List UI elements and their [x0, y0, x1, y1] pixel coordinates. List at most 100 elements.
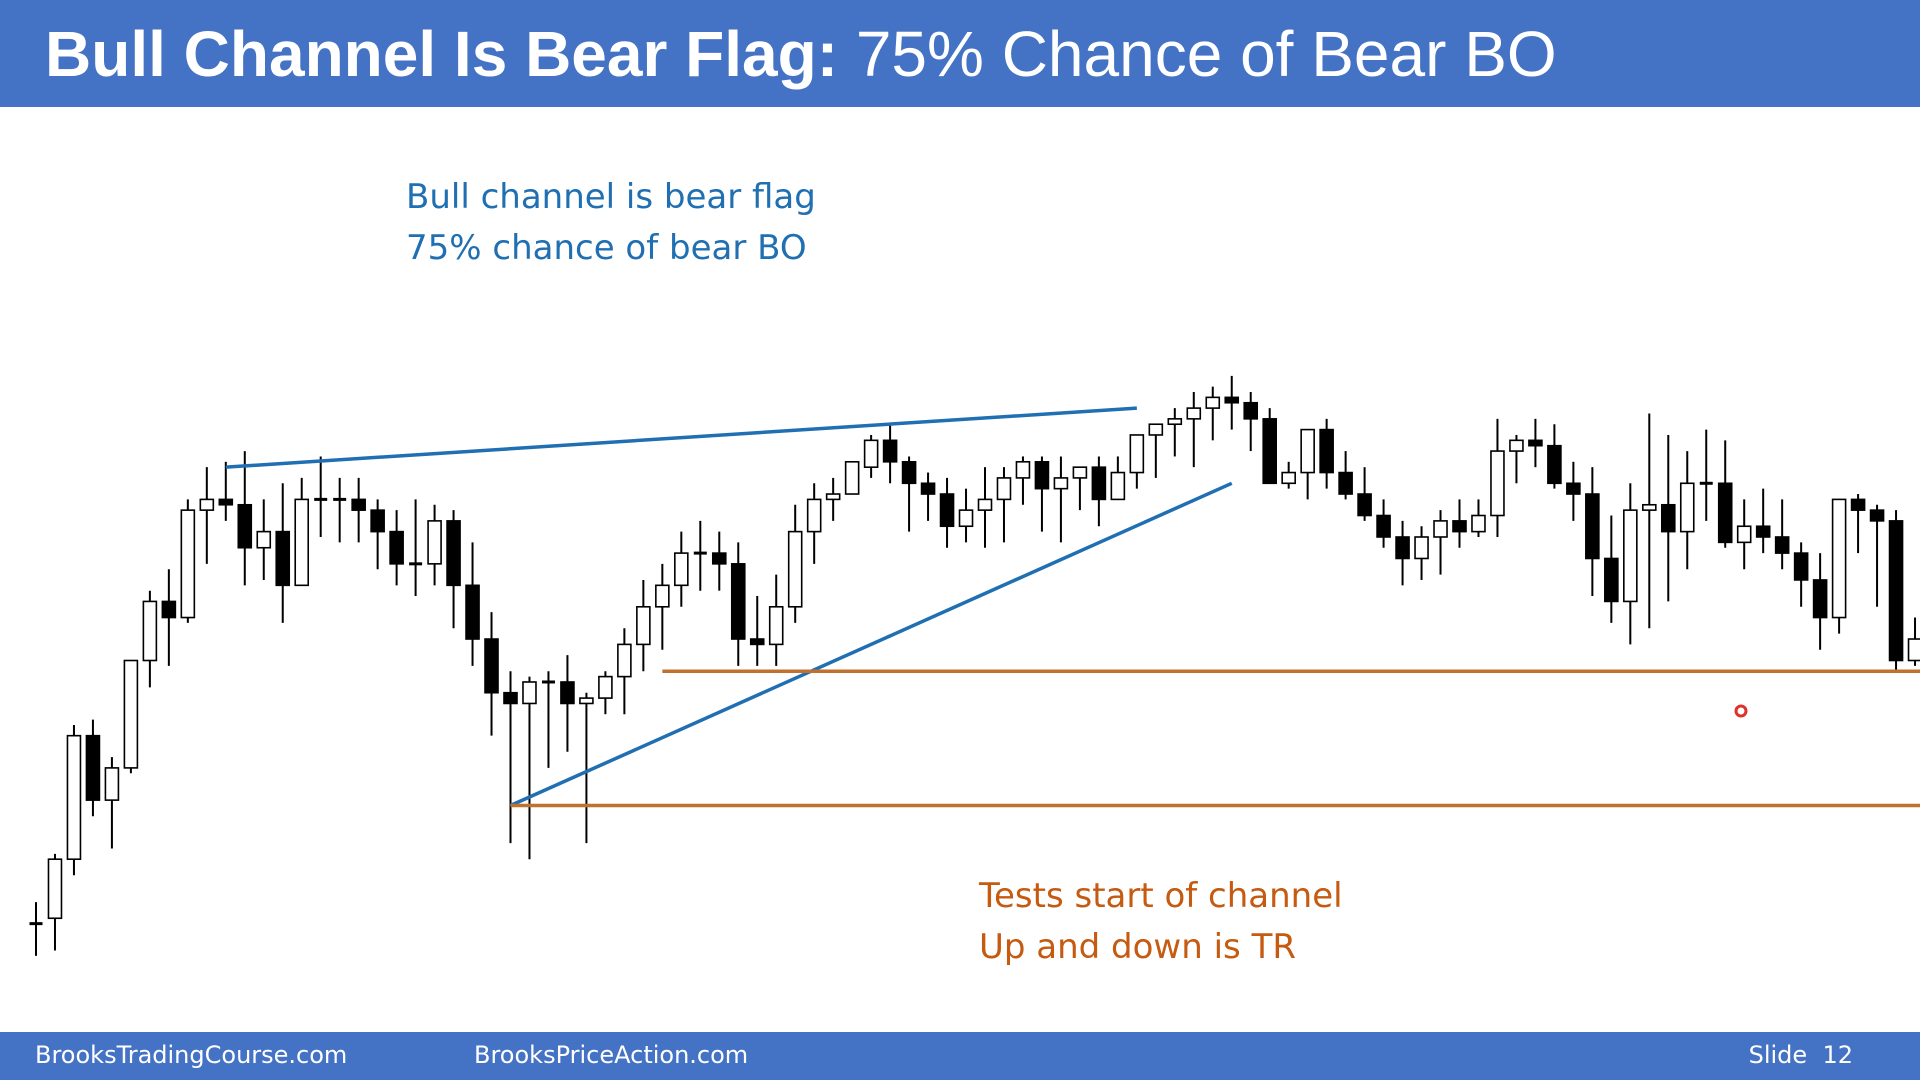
- candle: [711, 531, 727, 591]
- candle: [1566, 461, 1581, 521]
- candle-body-bull: [1148, 423, 1164, 436]
- candle: [863, 434, 879, 478]
- candle: [484, 612, 499, 736]
- candle-body-bull: [1300, 428, 1315, 474]
- candle-body-bear: [939, 493, 955, 528]
- candle: [180, 499, 196, 623]
- candle: [1376, 499, 1391, 548]
- candle-body-bear: [560, 681, 575, 705]
- candle: [1755, 488, 1771, 554]
- candle: [256, 499, 272, 580]
- candle: [29, 902, 43, 956]
- candle-body-bull: [655, 584, 670, 608]
- candle-body-bear: [1793, 552, 1809, 581]
- candle: [579, 692, 594, 844]
- candle: [237, 451, 253, 586]
- candle: [617, 628, 632, 715]
- candle-body-bull: [66, 734, 82, 860]
- candle-body-bear: [920, 482, 936, 495]
- slide-label: Slide: [1748, 1041, 1808, 1069]
- candle: [541, 671, 555, 768]
- slide-number: Slide 12: [1749, 1041, 1853, 1069]
- candle: [730, 542, 746, 666]
- channel-annotation-line2: 75% chance of bear BO: [406, 228, 807, 268]
- footer-site-left: BrooksTradingCourse.com: [35, 1041, 348, 1069]
- candle: [1850, 494, 1866, 554]
- candle-body-bull: [1281, 471, 1296, 485]
- candle-body-bull: [1642, 503, 1657, 511]
- candle-body-bull: [1072, 466, 1088, 479]
- title-bold: Bull Channel Is Bear Flag:: [45, 18, 839, 90]
- candle: [1129, 434, 1145, 489]
- candle-body-bear: [730, 563, 746, 640]
- candle-body-bear: [1660, 503, 1676, 533]
- title-bar: Bull Channel Is Bear Flag: 75% Chance of…: [0, 0, 1920, 107]
- candlestick-chart: [29, 375, 1920, 956]
- candle: [199, 467, 215, 564]
- candle-body-bull: [1679, 482, 1695, 533]
- candle-body-bear: [1034, 461, 1050, 490]
- candle-body-bear: [1243, 401, 1259, 420]
- candle-body-bull: [674, 552, 689, 587]
- candle-body-bull: [1167, 418, 1183, 426]
- candle-body-bull: [617, 643, 632, 678]
- candle: [1642, 413, 1657, 629]
- candle: [674, 531, 689, 607]
- candle: [1338, 451, 1353, 500]
- candle: [1793, 542, 1809, 607]
- candle-body-bull: [958, 509, 974, 528]
- candle: [123, 659, 139, 774]
- candle: [104, 757, 120, 849]
- candle: [1072, 466, 1088, 511]
- candle-body-bear: [1774, 536, 1790, 554]
- candle-body-bear: [882, 439, 898, 463]
- candle-body-bull: [199, 498, 215, 511]
- candle-body-bear: [275, 530, 291, 587]
- candle-body-bear: [161, 600, 177, 619]
- candle: [1224, 375, 1240, 430]
- candle-body-bear: [1869, 509, 1885, 522]
- candle: [1471, 499, 1486, 537]
- channel-top-trendline: [225, 406, 1137, 469]
- candle: [389, 510, 404, 586]
- candle-body-bear: [1262, 418, 1277, 485]
- channel-annotation: Bull channel is bear flag 75% chance of …: [406, 172, 816, 274]
- candle-body-bull: [844, 461, 860, 495]
- candle-body-bull: [1053, 477, 1069, 490]
- candle-body-bull: [180, 509, 196, 619]
- candle-body-bull: [1736, 525, 1752, 544]
- cursor-dot: [1734, 704, 1748, 718]
- candle: [294, 477, 310, 587]
- candle: [655, 563, 670, 650]
- candle: [1414, 526, 1429, 580]
- candle-body-bull: [1186, 407, 1202, 420]
- candle: [996, 467, 1012, 543]
- candle: [47, 853, 63, 951]
- candle: [1395, 520, 1410, 586]
- candle: [1148, 423, 1164, 478]
- candle-body-bull: [863, 439, 879, 468]
- range-annotation-line2: Up and down is TR: [979, 927, 1296, 967]
- candle-body-bull: [427, 520, 442, 565]
- footer-bar: BrooksTradingCourse.com BrooksPriceActio…: [0, 1032, 1920, 1080]
- candle-body-bear: [1357, 493, 1372, 517]
- candle-body-bear: [711, 552, 727, 565]
- candle-body-bear: [237, 503, 253, 549]
- candle: [446, 510, 461, 629]
- candle: [1034, 456, 1050, 532]
- candle: [920, 472, 936, 521]
- candle-body-bull: [1831, 498, 1847, 619]
- candle: [1319, 418, 1334, 489]
- candle-body-bull: [1623, 509, 1638, 603]
- candle-body-bull: [522, 681, 537, 705]
- candle-body-bull: [636, 605, 651, 646]
- channel-annotation-line1: Bull channel is bear flag: [406, 177, 816, 217]
- candle: [1281, 461, 1296, 489]
- range-annotation-line1: Tests start of channel: [979, 876, 1343, 916]
- candle-body-bear: [446, 520, 461, 587]
- candle: [1812, 553, 1828, 650]
- candle: [1528, 418, 1543, 468]
- candle-body-bear: [1452, 520, 1467, 533]
- range-annotation: Tests start of channel Up and down is TR: [979, 871, 1343, 973]
- candle-body-bear: [1319, 428, 1334, 474]
